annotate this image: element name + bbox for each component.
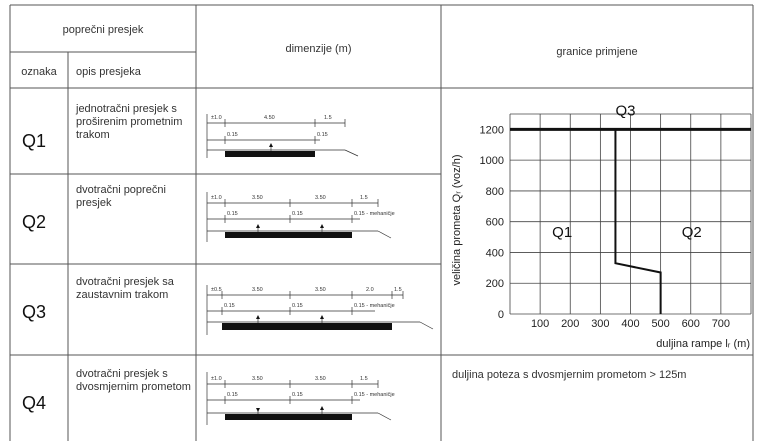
y-axis-label: veličina prometa Qᵣ (voz/h) — [451, 154, 463, 285]
row-desc-q1: jednotračni presjek s proširenim prometn… — [76, 103, 183, 141]
dim-q3-top-4: 1.5 — [394, 287, 402, 293]
dim-q3-mid-0: 0.15 — [224, 303, 235, 309]
y-tick-label: 0 — [498, 309, 504, 321]
dim-q3-top-0: ±0.5 — [211, 287, 222, 293]
x-tick-label: 400 — [621, 318, 639, 330]
pavement-q4 — [225, 414, 352, 420]
row-code-q2: Q2 — [22, 212, 47, 232]
row-code-q4: Q4 — [22, 393, 47, 413]
dim-q4-top-2: 3.50 — [315, 376, 326, 382]
y-tick-label: 1200 — [480, 124, 504, 136]
pavement-q1 — [225, 151, 315, 157]
dim-q2-mid-2: 0.15 - mehaničje — [354, 211, 395, 217]
x-axis-label: duljina rampe lᵣ (m) — [656, 338, 750, 350]
code-column-header: oznaka — [21, 66, 57, 78]
dim-q2-top-3: 1.5 — [360, 195, 368, 201]
dim-q4-mid-0: 0.15 — [227, 392, 238, 398]
pavement-q2 — [225, 232, 352, 238]
dim-q3-top-3: 2.0 — [366, 287, 374, 293]
row-desc-q2: dvotračni poprečni presjek — [76, 184, 166, 209]
dim-q2-mid-0: 0.15 — [227, 211, 238, 217]
dim-q1-top-0: ±1.0 — [211, 115, 222, 121]
y-tick-label: 200 — [486, 278, 504, 290]
dimensions-column-header: dimenzije (m) — [285, 43, 352, 55]
y-tick-label: 800 — [486, 186, 504, 198]
dim-q1-top-2: 1.5 — [324, 115, 332, 121]
pavement-q3 — [222, 323, 392, 330]
dim-q1-top-1: 4.50 — [264, 115, 275, 121]
row-code-q3: Q3 — [22, 302, 47, 322]
sketch-q1 — [206, 114, 359, 158]
dim-q4-top-3: 1.5 — [360, 376, 368, 382]
dim-q4-top-1: 3.50 — [252, 376, 263, 382]
row-desc-q4: dvotračni presjek s dvosmjernim prometom — [76, 368, 191, 393]
dim-q2-top-2: 3.50 — [315, 195, 326, 201]
dim-q2-top-1: 3.50 — [252, 195, 263, 201]
x-tick-label: 200 — [561, 318, 579, 330]
series-line-1 — [614, 129, 662, 314]
description-column-header: opis presjeka — [76, 66, 141, 78]
sketch-q2 — [206, 192, 392, 242]
x-tick-label: 700 — [712, 318, 730, 330]
dim-q3-mid-2: 0.15 - mehaničje — [354, 303, 395, 309]
dim-q3-mid-1: 0.15 — [292, 303, 303, 309]
x-tick-label: 600 — [682, 318, 700, 330]
x-tick-label: 300 — [591, 318, 609, 330]
sketch-q3 — [206, 285, 434, 335]
x-tick-label: 500 — [651, 318, 669, 330]
y-tick-label: 600 — [486, 217, 504, 229]
q4-limit-note: duljina poteza s dvosmjernim prometom > … — [452, 369, 687, 381]
region-label-q3: Q3 — [615, 103, 635, 120]
dim-q3-top-2: 3.50 — [315, 287, 326, 293]
row-code-q1: Q1 — [22, 131, 47, 151]
limits-column-header: granice primjene — [556, 46, 638, 58]
dim-q2-top-0: ±1.0 — [211, 195, 222, 201]
dim-q3-top-1: 3.50 — [252, 287, 263, 293]
region-label-q1: Q1 — [552, 224, 572, 241]
dim-q1-mid-1: 0.15 — [317, 132, 328, 138]
dim-q2-mid-1: 0.15 — [292, 211, 303, 217]
cross-section-header: poprečni presjek — [62, 24, 144, 36]
row-desc-q3: dvotračni presjek sa zaustavnim trakom — [76, 276, 174, 301]
region-label-q2: Q2 — [682, 224, 702, 241]
dim-q4-mid-2: 0.15 - mehaničje — [354, 392, 395, 398]
x-tick-label: 100 — [531, 318, 549, 330]
dim-q1-mid-0: 0.15 — [227, 132, 238, 138]
dim-q4-top-0: ±1.0 — [211, 376, 222, 382]
y-tick-label: 1000 — [480, 155, 504, 167]
dim-q4-mid-1: 0.15 — [292, 392, 303, 398]
y-tick-label: 400 — [486, 247, 504, 259]
